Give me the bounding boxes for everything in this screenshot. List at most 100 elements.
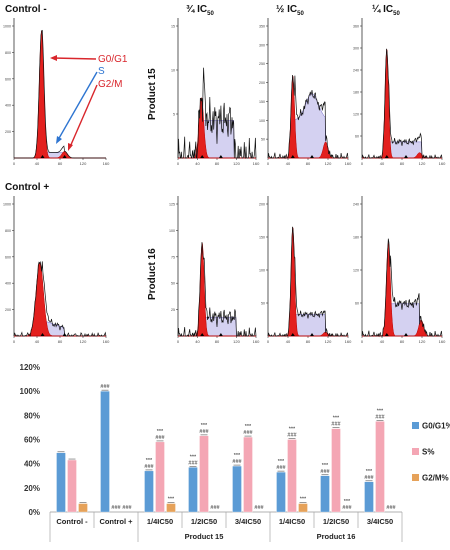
histogram-x-tick-label: 40 xyxy=(35,161,40,166)
histogram-gate-marker xyxy=(62,333,67,336)
histogram-x-tick-label: 160 xyxy=(439,339,446,344)
histogram-x-tick-label: 80 xyxy=(306,339,311,344)
histogram-x-tick-label: 160 xyxy=(103,339,110,344)
histogram-x-tick-label: 160 xyxy=(439,161,446,166)
histogram-x-tick-label: 120 xyxy=(419,161,426,166)
y-tick-label: 40% xyxy=(24,460,40,469)
bar-0-7 xyxy=(364,481,374,513)
legend-swatch-2 xyxy=(412,474,419,481)
category-label: 1/4IC50 xyxy=(147,517,173,526)
data-label: ### xyxy=(155,435,165,441)
histogram-x-tick-label: 80 xyxy=(400,161,405,166)
y-tick-label: 80% xyxy=(24,411,40,420)
histogram-outline xyxy=(13,260,107,337)
annotation-g0g1: G0/G1 xyxy=(98,54,128,65)
histogram-y-tick-label: 125 xyxy=(169,203,175,207)
bar-0-1 xyxy=(100,391,110,513)
legend-swatch-1 xyxy=(412,448,419,455)
histogram-x-tick-label: 0 xyxy=(177,161,180,166)
y-tick-label: 0% xyxy=(28,508,40,517)
histogram-y-tick-label: 60 xyxy=(355,135,359,139)
histogram-x-tick-label: 0 xyxy=(361,339,364,344)
histogram-x-tick-label: 120 xyxy=(80,339,87,344)
data-label: ### xyxy=(232,459,242,465)
histogram-x-tick-label: 120 xyxy=(419,339,426,344)
category-label: Control - xyxy=(56,517,88,526)
column-label-3-4: ¾ IC50 xyxy=(186,4,214,17)
category-label: 3/4IC50 xyxy=(235,517,261,526)
histogram-x-tick-label: 160 xyxy=(253,339,260,344)
bar-1-0 xyxy=(67,459,77,513)
bar-0-5 xyxy=(276,471,286,513)
data-label: ### xyxy=(331,422,341,428)
histogram-y-tick-label: 60 xyxy=(355,302,359,306)
histogram-x-tick-label: 40 xyxy=(380,161,385,166)
y-tick-label: 20% xyxy=(24,484,40,493)
arrow-g2m xyxy=(69,84,98,148)
histogram-y-tick-label: 250 xyxy=(259,62,265,66)
histogram-x-tick-label: 80 xyxy=(400,339,405,344)
histogram-y-tick-label: 50 xyxy=(171,282,175,286)
data-label: *** xyxy=(168,497,175,503)
data-label: *** xyxy=(322,463,329,469)
annotation-g2m: G2/M xyxy=(98,79,123,90)
category-label: 1/4IC50 xyxy=(279,517,305,526)
y-tick-label: 60% xyxy=(24,436,40,445)
bar-0-4 xyxy=(232,465,242,513)
bar-1-5 xyxy=(287,439,297,513)
arrowhead-g0g1 xyxy=(50,55,57,61)
arrowhead-g2m xyxy=(68,143,73,151)
histogram-y-tick-label: 1000 xyxy=(3,203,11,207)
histogram-outline xyxy=(267,74,349,160)
histogram-x-tick-label: 0 xyxy=(177,339,180,344)
histogram-y-tick-label: 360 xyxy=(353,25,359,29)
data-label: *** xyxy=(146,458,153,464)
legend-swatch-0 xyxy=(412,422,419,429)
histogram-y-tick-label: 200 xyxy=(259,203,265,207)
histogram-gate-marker xyxy=(62,155,67,158)
histogram-gate-marker xyxy=(384,333,389,336)
histogram-y-tick-label: 300 xyxy=(353,47,359,51)
histogram-y-tick-label: 100 xyxy=(259,269,265,273)
group-label: Product 15 xyxy=(185,532,224,541)
bar-1-7 xyxy=(375,421,385,513)
data-label: ### xyxy=(122,505,132,511)
histogram-y-tick-label: 600 xyxy=(5,255,11,259)
bar-2-2 xyxy=(166,503,176,513)
histogram-x-tick-label: 160 xyxy=(253,161,260,166)
histogram-x-tick-label: 40 xyxy=(195,339,200,344)
data-label: *** xyxy=(157,429,164,435)
bar-0-0 xyxy=(56,452,66,513)
y-tick-label: 100% xyxy=(20,387,40,396)
histogram-y-tick-label: 5 xyxy=(173,113,175,117)
bar-0-6 xyxy=(320,475,330,513)
histogram-x-tick-label: 40 xyxy=(195,161,200,166)
histogram-x-tick-label: 160 xyxy=(345,339,352,344)
histogram-x-tick-label: 120 xyxy=(325,339,332,344)
histogram-gate-marker xyxy=(290,333,295,336)
data-label: ### xyxy=(386,505,396,511)
histogram-p16-3-4: 125 100 75 50 25 0 40 80 120 160 xyxy=(169,196,260,344)
histogram-y-tick-label: 400 xyxy=(5,282,11,286)
annotation-s: S xyxy=(98,66,105,77)
data-label: *** xyxy=(278,459,285,465)
bar-2-5 xyxy=(298,503,308,513)
data-label: ### xyxy=(199,429,209,435)
category-label: 1/2IC50 xyxy=(191,517,217,526)
histogram-outline xyxy=(14,29,106,159)
histogram-y-tick-label: 150 xyxy=(259,236,265,240)
histogram-control-pos: 1000 800 600 400 200 0 40 80 120 160 xyxy=(3,196,110,344)
histogram-x-tick-label: 120 xyxy=(233,339,240,344)
histogram-gate-marker xyxy=(384,155,389,158)
histogram-y-tick-label: 180 xyxy=(353,236,359,240)
histogram-p16-1-2: 200 150 100 50 0 40 80 120 160 xyxy=(259,196,352,344)
histogram-y-tick-label: 15 xyxy=(171,25,175,29)
arrow-s xyxy=(57,71,98,141)
histogram-y-tick-label: 800 xyxy=(5,229,11,233)
histogram-gate-marker xyxy=(40,333,45,336)
histogram-y-tick-label: 180 xyxy=(353,91,359,95)
data-label: *** xyxy=(245,424,252,430)
histogram-x-tick-label: 80 xyxy=(215,339,220,344)
histogram-y-tick-label: 200 xyxy=(5,308,11,312)
